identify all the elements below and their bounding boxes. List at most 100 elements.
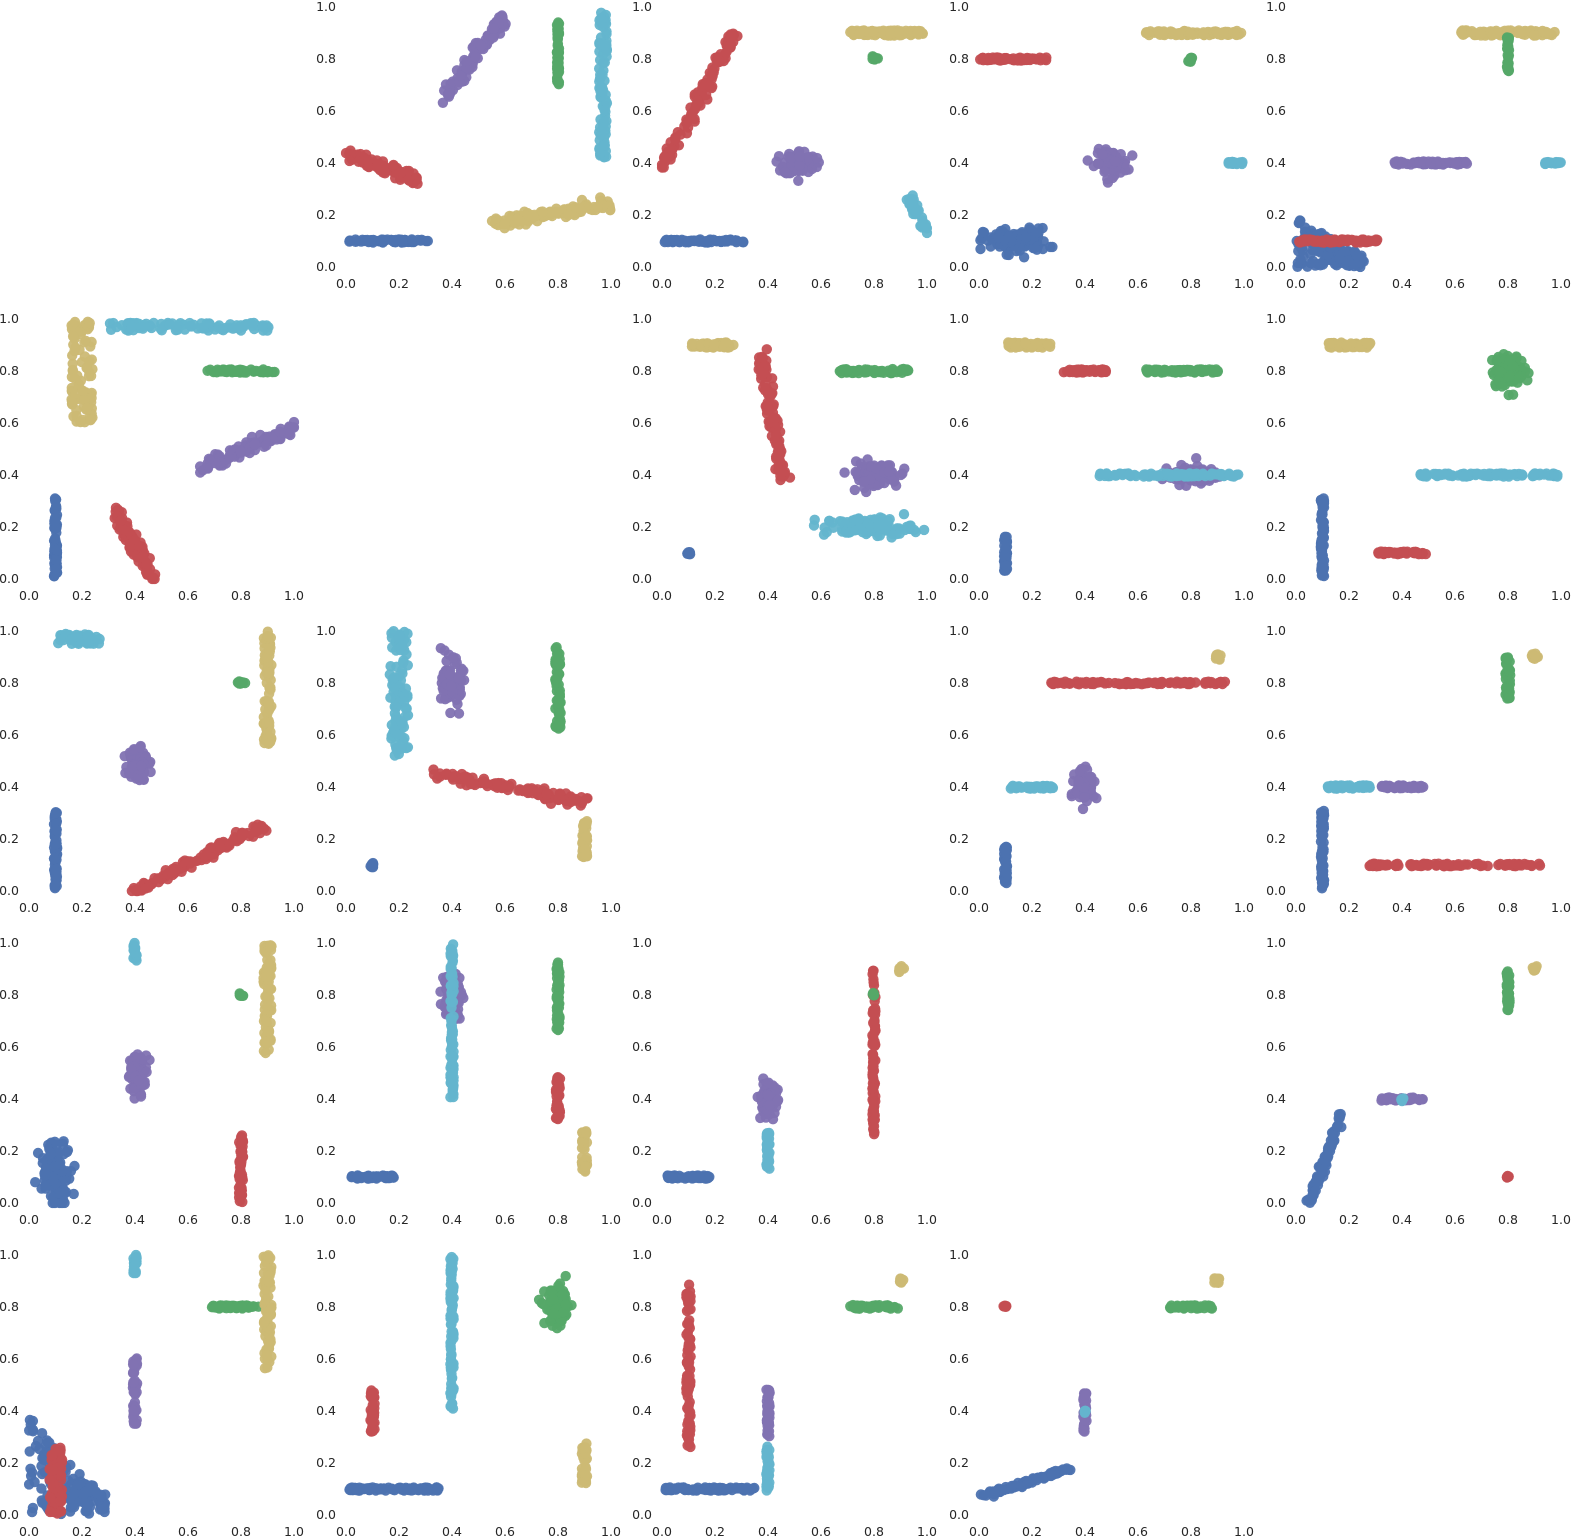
scatter-point-gold [265,726,276,738]
x-tick-label: 0.4 [125,900,145,915]
scatter-point-purple [1073,776,1084,787]
y-tick-label: 1.0 [949,311,969,326]
scatter-point-red [1405,859,1416,870]
scatter-point-red [1453,859,1464,870]
scatter-point-purple [779,167,790,178]
scatter-point-purple [475,40,487,51]
x-tick-label: 0.0 [969,588,989,603]
scatter-point-teal [1498,471,1509,482]
scatter-point-teal [1124,469,1135,480]
scatter-point-teal [396,717,407,728]
scatter-point-blue [1316,816,1327,828]
scatter-point-red [363,161,375,173]
scatter-point-teal [395,641,407,653]
scatter-point-blue [1317,841,1328,853]
scatter-point-red [1034,52,1046,63]
scatter-point-red [1429,858,1441,870]
y-tick-label: 0.0 [949,883,969,898]
x-tick-label: 0.2 [1339,900,1359,915]
scatter-point-blue [993,232,1004,243]
scatter-point-red [201,849,212,860]
scatter-point-green [1503,683,1515,694]
scatter-point-blue [1317,869,1329,880]
y-tick-label: 0.8 [949,363,969,378]
scatter-point-teal [903,523,914,534]
y-tick-label: 0.0 [316,259,336,274]
scatter-point-red [1072,365,1083,376]
scatter-point-purple [879,477,890,489]
x-tick-label: 1.0 [1234,900,1254,915]
x-tick-label: 0.0 [1286,276,1306,291]
scatter-point-red [1297,235,1308,246]
scatter-point-gold [1341,340,1353,351]
scatter-point-green [842,365,854,376]
scatter-point-green [553,47,565,58]
y-tick-label: 0.0 [0,571,19,586]
scatter-point-blue [422,235,433,247]
scatter-point-blue [975,235,986,246]
scatter-point-blue [1334,253,1346,264]
y-tick-label: 0.0 [949,259,969,274]
scatter-point-gold [912,27,923,39]
scatter-point-green [1504,371,1515,382]
scatter-point-teal [898,509,910,520]
y-tick-label: 0.8 [1266,675,1286,690]
scatter-point-red [1413,860,1424,871]
y-tick-label: 1.0 [632,311,652,326]
scatter-point-gold [581,831,592,842]
scatter-point-gold [75,375,87,386]
points-layer [656,25,933,248]
scatter-point-teal [1163,469,1175,480]
scatter-point-green [1507,389,1519,400]
scatter-point-teal [1006,781,1018,793]
x-tick-label: 0.4 [1392,276,1412,291]
y-tick-label: 1.0 [1266,311,1286,326]
scatter-point-red [756,351,767,363]
x-tick-label: 0.0 [336,276,356,291]
x-tick-label: 0.0 [1286,588,1306,603]
scatter-point-gold [1020,337,1031,349]
y-tick-label: 0.6 [0,727,19,742]
scatter-point-gold [1173,29,1184,40]
x-tick-label: 0.2 [705,276,725,291]
scatter-point-red [456,768,468,780]
y-tick-label: 0.6 [316,103,336,118]
y-tick-label: 0.4 [1266,779,1286,794]
scatter-point-purple [249,439,260,450]
scatter-point-purple [802,152,813,163]
scatter-point-green [1185,52,1197,63]
y-tick-label: 0.4 [1266,467,1286,482]
x-tick-label: 1.0 [1234,588,1254,603]
scatter-point-blue [1305,258,1317,269]
scatter-point-purple [1127,150,1138,161]
y-tick-label: 0.6 [0,415,19,430]
scatter-point-purple [785,152,796,164]
scatter-point-gold [67,350,78,361]
y-tick-label: 0.2 [632,519,652,534]
scatter-point-gold [81,362,92,374]
scatter-point-purple [870,462,882,474]
x-tick-label: 0.8 [548,276,568,291]
x-tick-label: 1.0 [1551,588,1571,603]
y-tick-label: 0.2 [632,207,652,222]
y-tick-label: 0.6 [632,103,652,118]
scatter-point-green [834,366,845,377]
scatter-point-purple [1109,156,1121,167]
scatter-point-red [403,174,414,186]
scatter-point-green [554,718,566,730]
scatter-point-teal [595,85,606,97]
scatter-point-red [1420,548,1432,560]
scatter-point-purple [453,673,464,684]
points-layer [998,649,1231,889]
scatter-point-purple [136,760,147,772]
x-tick-label: 0.2 [1022,900,1042,915]
scatter-point-teal [1224,470,1236,481]
scatter-point-blue [50,808,61,819]
scatter-point-green [1502,63,1513,75]
scatter-point-blue [1318,805,1330,817]
scatter-point-purple [261,440,272,451]
scatter-point-gold [1457,28,1468,39]
scatter-point-blue [1316,561,1328,572]
scatter-point-red [128,534,140,545]
scatter-point-blue [367,862,379,873]
